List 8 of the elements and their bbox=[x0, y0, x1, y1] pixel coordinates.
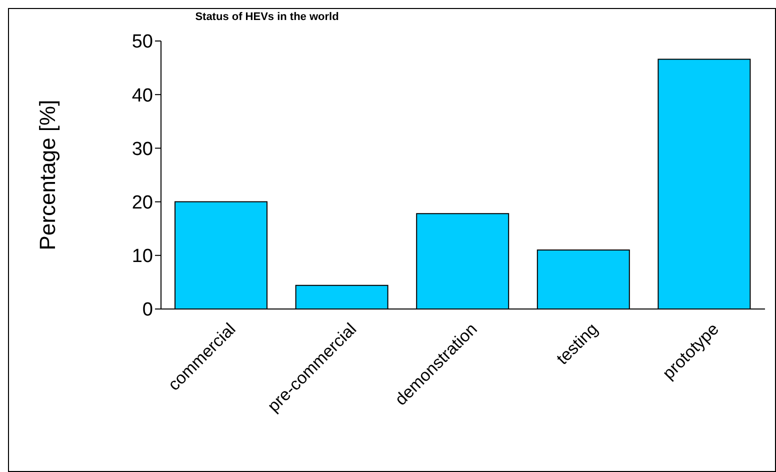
y-tick-label: 10 bbox=[132, 246, 153, 268]
y-axis-title: Percentage [%] bbox=[34, 100, 60, 250]
y-tick-label: 0 bbox=[142, 300, 153, 321]
y-tick-label: 50 bbox=[132, 32, 153, 53]
y-tick-label: 20 bbox=[132, 192, 153, 214]
y-tick-label: 30 bbox=[132, 138, 153, 160]
chart-title: Status of HEVs in the world bbox=[194, 11, 340, 23]
y-tick-label: 40 bbox=[132, 85, 153, 106]
